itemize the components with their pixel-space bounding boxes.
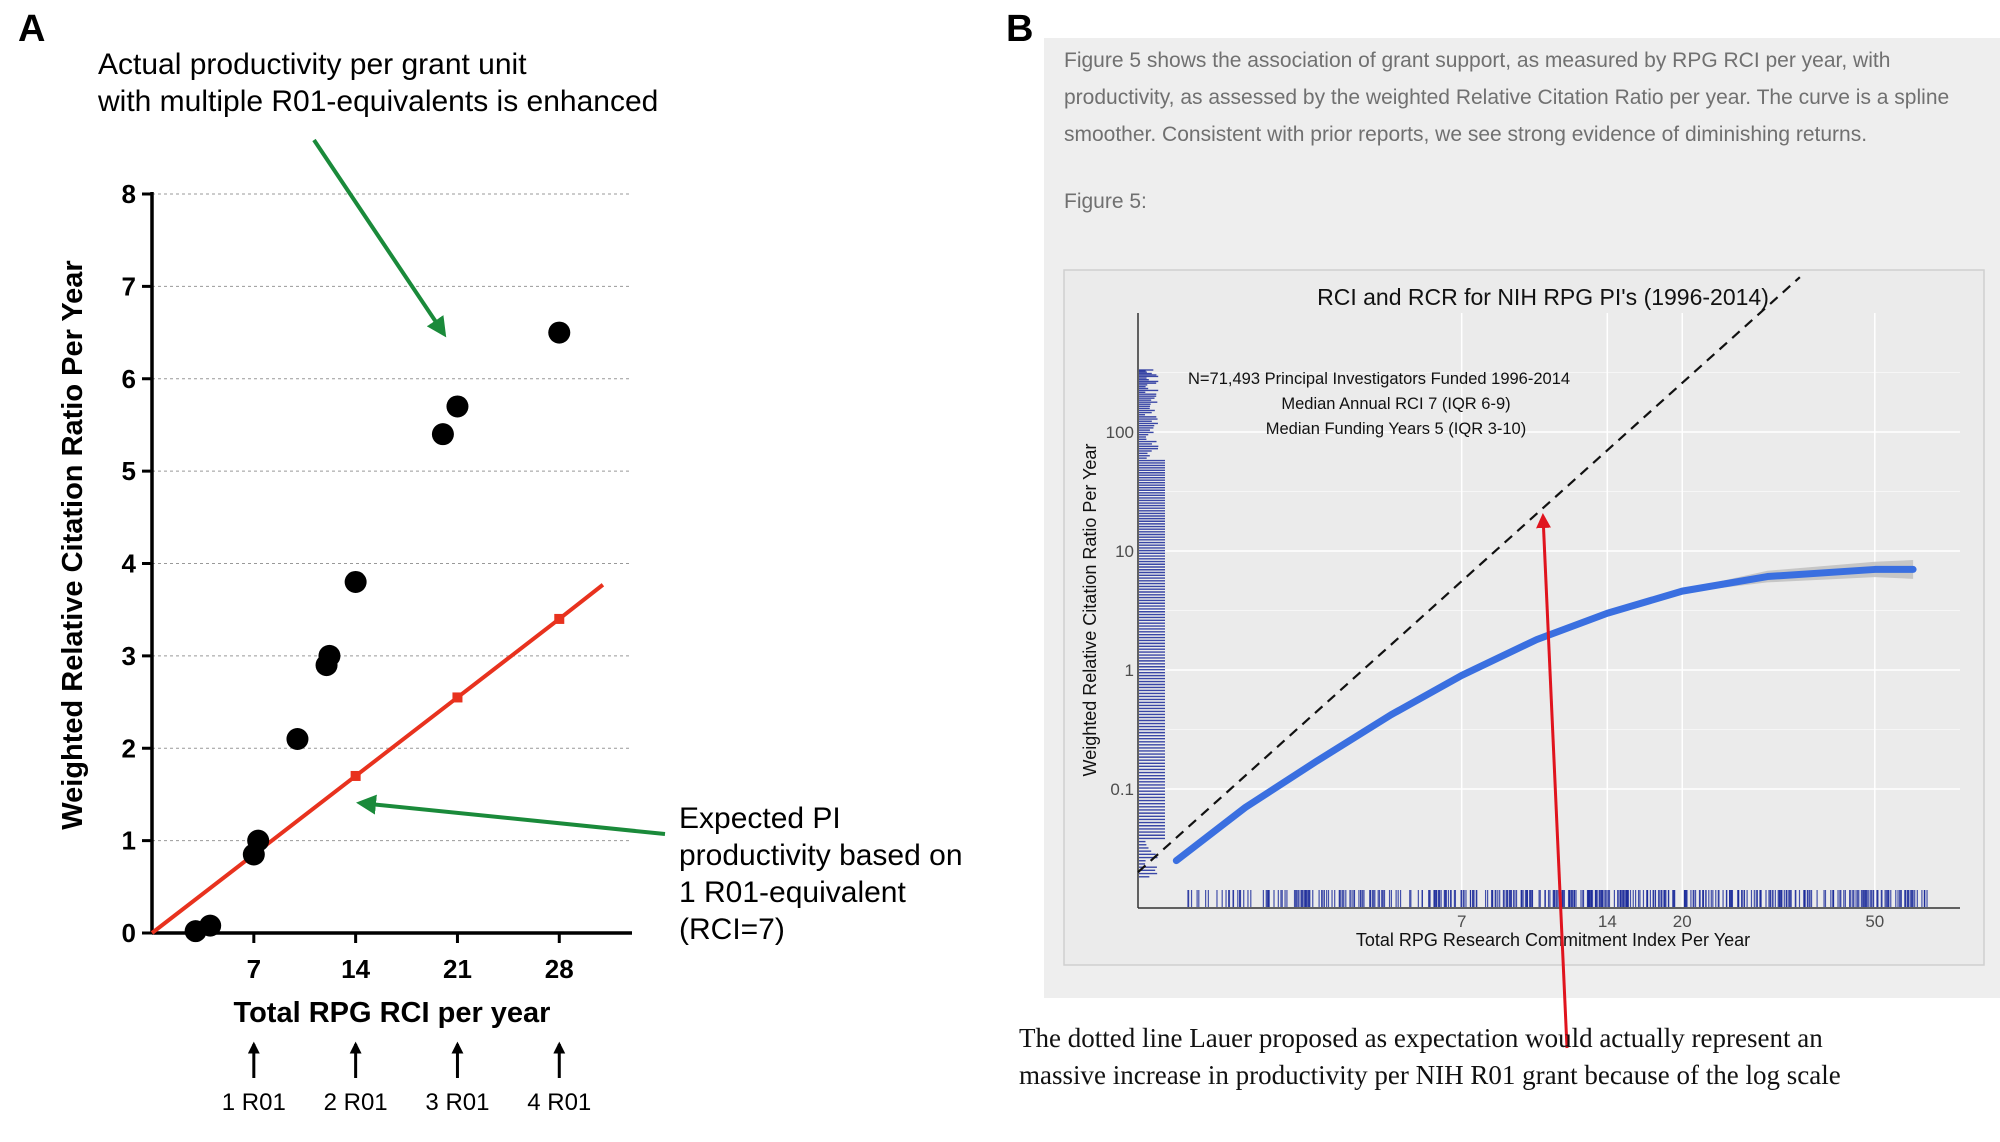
y-tick-label: 10 — [1115, 542, 1134, 561]
caption-line-1: The dotted line Lauer proposed as expect… — [1019, 1020, 1994, 1057]
caption-line-2: massive increase in productivity per NIH… — [1019, 1057, 1994, 1094]
x-tick-label: 50 — [1865, 912, 1884, 931]
chart-annotation: N=71,493 Principal Investigators Funded … — [1188, 370, 1570, 388]
x-tick-label: 14 — [1598, 912, 1617, 931]
chart-annotation: Median Annual RCI 7 (IQR 6-9) — [1281, 395, 1510, 413]
x-axis-label: Total RPG Research Commitment Index Per … — [1356, 930, 1750, 950]
panel-b-chart: 0.1 1 10 100 7 14 20 50 Total RPG Research Commi… — [0, 0, 2000, 1142]
y-axis-label: Weighted Relative Citation Ratio Per Yea… — [1080, 444, 1100, 777]
y-tick-label: 1 — [1125, 661, 1134, 680]
y-tick-label: 0.1 — [1110, 780, 1134, 799]
x-tick-label: 7 — [1457, 912, 1466, 931]
chart-title: RCI and RCR for NIH RPG PI's (1996-2014) — [1317, 284, 1769, 310]
y-tick-label: 100 — [1106, 423, 1134, 442]
chart-annotation: Median Funding Years 5 (IQR 3-10) — [1266, 420, 1526, 438]
x-tick-label: 20 — [1673, 912, 1692, 931]
caption: The dotted line Lauer proposed as expect… — [1019, 1020, 1994, 1094]
